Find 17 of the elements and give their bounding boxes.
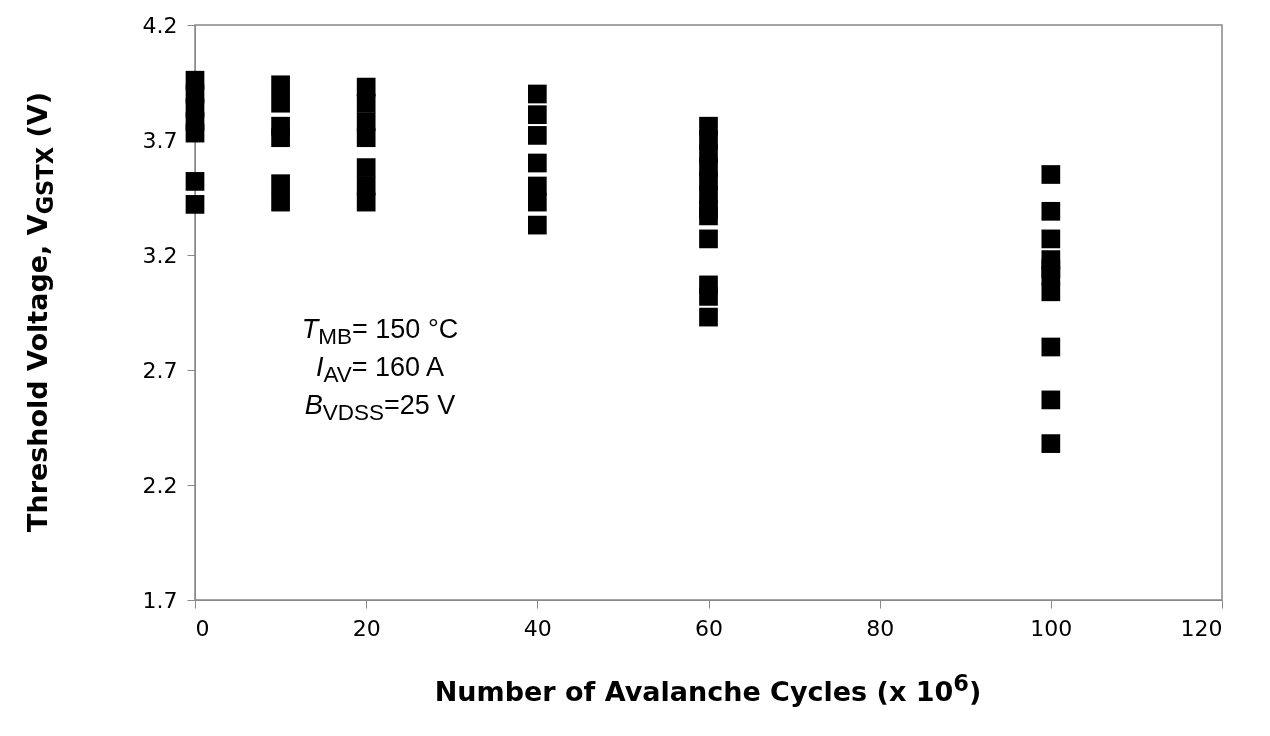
x-tick-label: 40 [523,615,552,641]
y-tick-label: 1.7 [142,587,178,613]
annotation: B$_{VDSS}$=25 V [304,389,456,427]
annotation: T$_{MB}$= 150 °C [301,313,459,351]
annotation: I$_{AV}$= 160 A [315,351,445,389]
x-tick-label: 60 [695,615,723,641]
y-tick-label: 3.2 [142,242,178,268]
x-tick-label: 20 [352,615,381,641]
x-axis-title: Number of Avalanche Cycles (x 10$^{6}$) [434,669,982,707]
x-tick-label: 120 [1180,615,1223,641]
y-tick-label: 2.2 [142,472,178,498]
y-tick-label: 3.7 [142,127,178,153]
x-tick-label: 100 [1030,615,1073,641]
y-tick-label: 4.2 [142,12,178,38]
x-tick-label: 80 [866,615,895,641]
y-tick-label: 2.7 [142,357,178,383]
x-tick-label: 0 [195,615,210,641]
